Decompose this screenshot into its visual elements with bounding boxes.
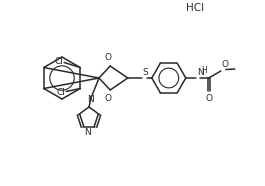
Text: O: O [105,53,112,62]
Text: Cl: Cl [54,57,63,66]
Text: O: O [222,60,229,69]
Text: N: N [87,95,93,104]
Text: N: N [85,128,91,137]
Text: O: O [205,94,212,103]
Text: HCl: HCl [186,3,204,13]
Text: Cl: Cl [56,88,65,97]
Text: H: H [201,65,207,75]
Text: O: O [105,94,112,103]
Text: S: S [143,68,149,77]
Text: N: N [197,68,204,77]
